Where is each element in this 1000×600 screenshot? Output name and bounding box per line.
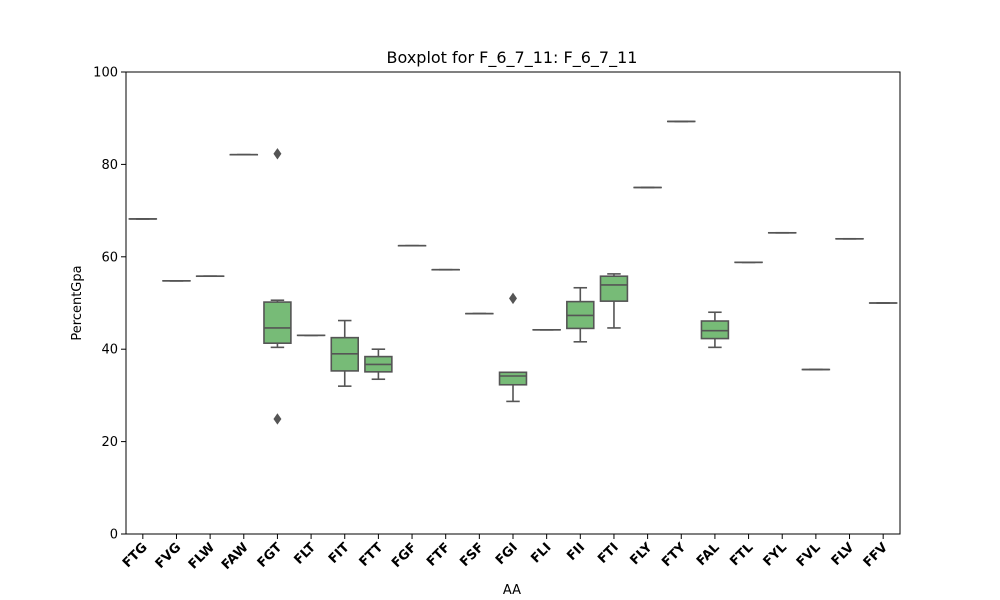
x-axis-label: AA (503, 583, 521, 598)
iqr-box (599, 275, 629, 302)
y-tick-label: 60 (101, 250, 118, 265)
y-tick-label: 80 (101, 158, 118, 173)
iqr-box (263, 301, 292, 344)
iqr-box (700, 320, 730, 340)
box-FTT (364, 348, 393, 381)
outlier-point (509, 292, 517, 305)
y-tick-label: 0 (110, 528, 118, 543)
y-tick-label: 40 (101, 343, 118, 358)
iqr-box (498, 371, 528, 386)
plot-area (128, 120, 898, 425)
outlier-point (273, 413, 282, 425)
y-tick-label: 100 (93, 66, 118, 81)
chart-title: Boxplot for F_6_7_11: F_6_7_11 (387, 48, 638, 68)
box-FAL (700, 311, 730, 349)
box-FGI (498, 292, 528, 403)
y-axis: 0 20 40 60 80 100 (93, 66, 126, 543)
box-FTI (599, 273, 629, 329)
y-tick-label: 20 (101, 435, 118, 450)
box-FIT (330, 319, 359, 387)
box-FII (566, 286, 595, 343)
outlier-point (273, 148, 282, 160)
y-axis-label: PercentGpa (70, 265, 85, 340)
box-FGT (263, 148, 292, 425)
